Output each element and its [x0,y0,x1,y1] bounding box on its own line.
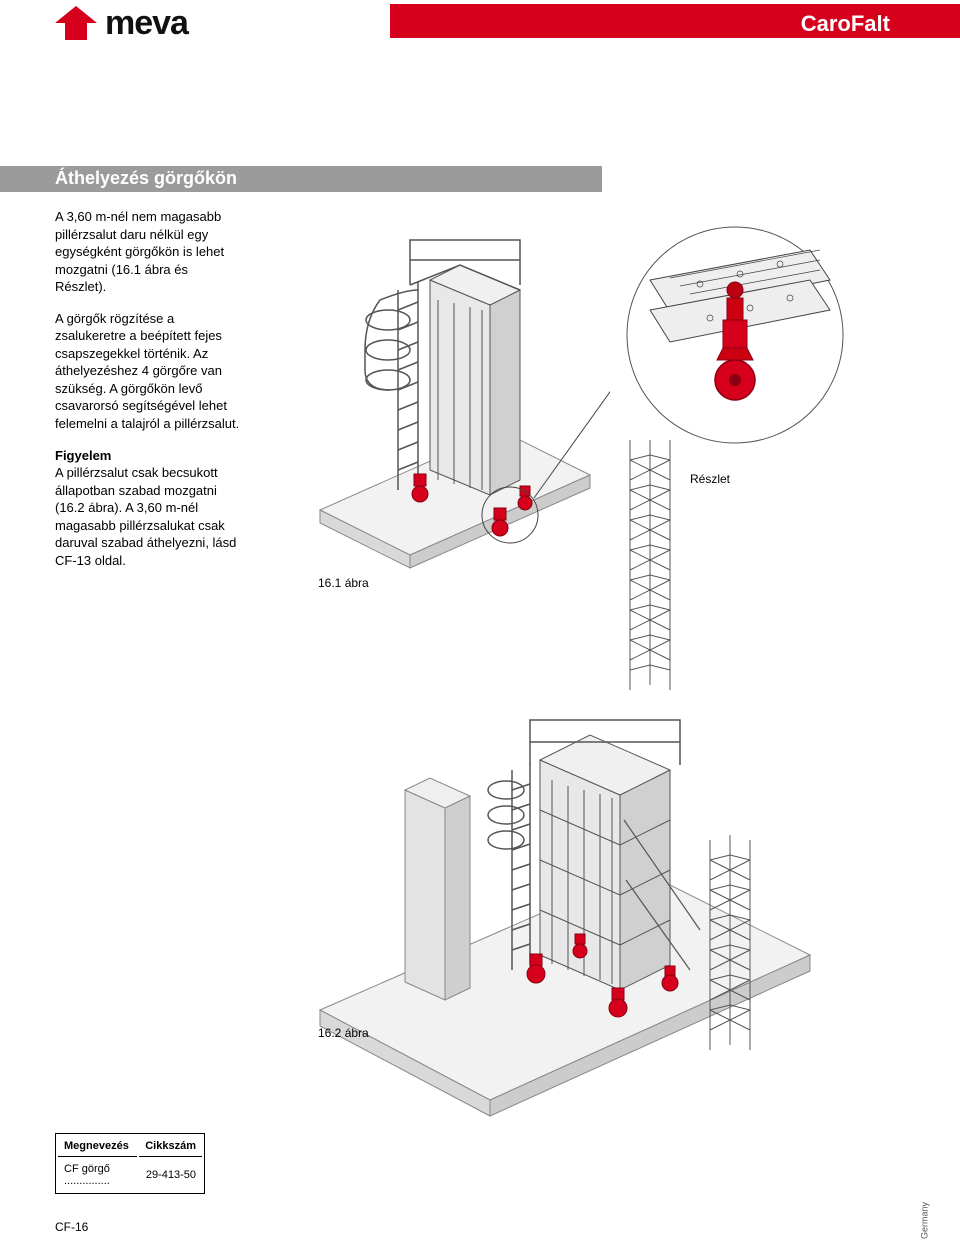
note-heading: Figyelem [55,448,111,463]
figure-16-2: 16.2 ábra [310,700,820,1040]
parts-col-sku: Cikkszám [139,1136,202,1157]
brand-text: meva [105,6,188,40]
scaffold-tower-1 [620,440,680,700]
paragraph-3-body: A pillérzsalut csak becsu­kott állapotba… [55,465,236,568]
brand-mark-icon [55,6,97,40]
paragraph-1: A 3,60 m-nél nem magasabb pillérzsalut d… [55,208,240,296]
document-page: meva CaroFalt Áthelyezés görgőkön A 3,60… [0,0,960,1242]
paragraph-3: Figyelem A pillérzsalut csak becsu­kott … [55,447,240,570]
detail-label: Részlet [690,472,730,486]
paragraph-2: A görgők rögzítése a zsalukeretre a beép… [55,310,240,433]
table-row: CF görgő ............... 29-413-50 [58,1159,202,1191]
brand-logo: meva [55,6,188,40]
body-text-column: A 3,60 m-nél nem magasabb pillérzsalut d… [55,208,240,583]
part-name: CF görgő ............... [58,1159,137,1191]
parts-table: Megnevezés Cikkszám CF görgő ...........… [55,1133,205,1194]
figure-16-1: 16.1 ábra [310,230,610,590]
figure-16-1-label: 16.1 ábra [318,576,610,590]
section-heading-bar: Áthelyezés görgőkön [0,166,602,192]
parts-col-name: Megnevezés [58,1136,137,1157]
print-note-vertical: cf-ava-h.pdf St. 16/07/15 Printed in Ger… [920,1202,930,1242]
document-title-bar: CaroFalt [390,8,960,38]
detail-figure [620,220,850,450]
page-number: CF-16 [55,1220,88,1234]
document-title: CaroFalt [801,11,890,36]
section-heading: Áthelyezés görgőkön [55,168,237,188]
part-sku: 29-413-50 [139,1159,202,1191]
